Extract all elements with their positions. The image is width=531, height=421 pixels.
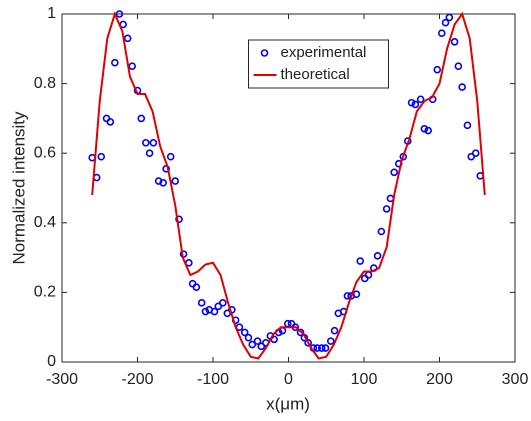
legend-swatch	[260, 49, 269, 57]
data-point	[166, 152, 175, 161]
data-point	[424, 126, 432, 135]
data-point	[244, 333, 253, 342]
x-tick-label: 0	[284, 371, 293, 388]
data-point	[382, 205, 391, 213]
data-point	[390, 168, 399, 177]
data-point	[313, 344, 321, 352]
data-point	[330, 326, 339, 335]
data-point	[171, 177, 180, 185]
data-point	[411, 100, 420, 109]
data-point	[159, 178, 167, 187]
data-point	[467, 152, 476, 161]
legend-box	[248, 39, 389, 89]
data-point	[111, 58, 119, 67]
data-point	[123, 34, 132, 43]
data-point	[326, 337, 335, 345]
data-point	[154, 177, 163, 185]
x-tick-label: -300	[46, 371, 78, 388]
y-tick-label: 0.6	[34, 144, 56, 161]
data-point	[317, 344, 326, 352]
data-point	[97, 152, 106, 161]
x-tick-label: -200	[121, 371, 153, 388]
data-point	[458, 83, 466, 91]
data-point	[352, 290, 361, 298]
data-point	[304, 339, 312, 347]
data-point	[450, 38, 459, 46]
data-point	[210, 307, 219, 316]
data-point	[253, 337, 262, 345]
legend-label: theoretical	[281, 66, 350, 83]
data-point	[471, 149, 480, 157]
data-point	[296, 328, 305, 337]
data-point	[454, 62, 463, 70]
y-axis-label: Normalized intensity	[9, 111, 28, 265]
data-point	[149, 138, 158, 147]
data-point	[356, 257, 365, 265]
data-point	[373, 252, 382, 260]
data-point	[437, 29, 446, 37]
y-tick-label: 0.4	[34, 214, 56, 231]
theoretical-line	[91, 11, 486, 360]
data-point	[377, 227, 386, 236]
data-point	[433, 65, 442, 74]
y-tick-label: 0.2	[34, 284, 56, 301]
data-point	[137, 114, 146, 123]
data-point	[416, 95, 425, 104]
x-axis-label: x(μm)	[266, 394, 310, 413]
data-point	[192, 283, 201, 291]
data-point	[407, 98, 416, 107]
data-point	[445, 13, 454, 22]
x-tick-label: -100	[197, 371, 229, 388]
data-point	[197, 299, 206, 307]
data-point	[463, 121, 472, 130]
data-point	[142, 138, 150, 147]
x-tick-label: 100	[351, 371, 378, 388]
legend: experimental theoretical	[248, 39, 389, 89]
x-tick-label: 300	[502, 371, 529, 388]
data-point	[219, 299, 227, 307]
data-point	[115, 10, 124, 18]
data-point	[248, 340, 257, 349]
y-tick-label: 1	[47, 5, 56, 22]
y-tick-label: 0.8	[34, 75, 56, 92]
data-point	[175, 215, 183, 224]
data-point	[420, 125, 429, 133]
data-point	[145, 149, 154, 157]
y-tick-label: 0	[47, 353, 56, 370]
legend-label: experimental	[281, 44, 367, 61]
data-point	[441, 18, 450, 27]
data-point	[214, 302, 223, 311]
data-point	[106, 118, 115, 126]
data-point	[321, 344, 330, 352]
data-point	[257, 342, 266, 351]
data-point	[201, 307, 210, 316]
x-tick-label: 200	[426, 371, 453, 388]
data-point	[240, 328, 249, 337]
